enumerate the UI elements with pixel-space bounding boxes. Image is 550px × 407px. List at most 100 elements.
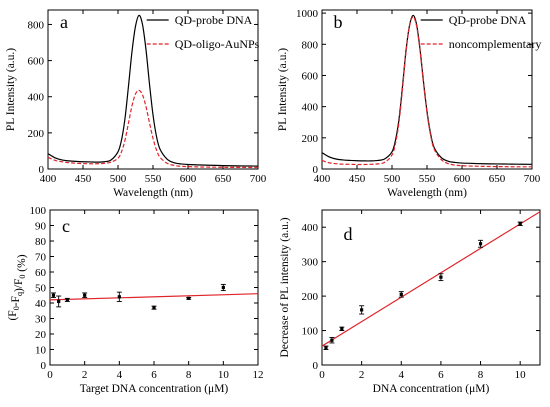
data-point [152, 306, 156, 310]
x-tick-label: 450 [349, 173, 366, 185]
series-line-0 [48, 14, 258, 167]
x-tick-label: 8 [186, 369, 192, 381]
x-tick-label: 6 [438, 369, 444, 381]
x-axis-label: Target DNA concentration (μM) [80, 383, 229, 395]
x-axis-label: DNA concentration (μM) [373, 383, 490, 395]
x-tick-label: 550 [145, 173, 162, 185]
x-tick-label: 8 [478, 369, 484, 381]
plot-frame [49, 209, 259, 366]
y-tick-label: 60 [35, 267, 47, 279]
data-point [187, 296, 191, 300]
x-tick-label: 650 [489, 173, 506, 185]
y-axis-label: PL Intensity (a.u.) [5, 48, 17, 131]
data-point [360, 308, 364, 312]
x-tick-label: 0 [47, 369, 53, 381]
plot-frame [321, 9, 533, 170]
y-tick-label: 600 [28, 56, 45, 68]
x-tick-label: 700 [250, 173, 267, 185]
data-point [324, 346, 328, 350]
series-line-1 [322, 16, 532, 168]
panel-a: 400 450 500 550 600 650 700 0 200 400 600 800 Wavele… [5, 9, 267, 199]
x-tick-label: 500 [110, 173, 127, 185]
x-axis-label: Wavelength (nm) [113, 187, 193, 199]
fit-line [50, 293, 258, 301]
x-tick-label: 0 [319, 369, 325, 381]
panel-label: a [60, 12, 68, 32]
x-tick-label: 600 [454, 173, 471, 185]
y-tick-label: 400 [28, 92, 45, 104]
x-tick-label: 500 [384, 173, 401, 185]
data-point [117, 295, 121, 299]
fit-line [322, 211, 540, 347]
y-tick-label: 400 [302, 102, 319, 114]
y-tick-label: 300 [302, 257, 319, 269]
y-tick-label: 0 [313, 360, 319, 372]
series-line-1 [48, 89, 258, 169]
y-tick-label: 0 [41, 360, 47, 372]
x-tick-label: 12 [253, 369, 264, 381]
y-axis-label: Decrease of PL intensity (a.u.) [279, 217, 291, 357]
data-layer [322, 14, 532, 168]
y-axis-label: PL Intensity (a.u.) [277, 48, 289, 131]
data-point [65, 298, 69, 302]
y-axis-label: (F0-Fq)/F0 (%) [7, 254, 28, 320]
y-tick-label: 0 [39, 164, 45, 176]
y-tick-label: 200 [302, 133, 319, 145]
y-tick-label: 70 [35, 252, 47, 264]
y-tick-label: 600 [302, 70, 319, 82]
data-layer [48, 14, 258, 169]
x-tick-label: 600 [180, 173, 197, 185]
x-tick-label: 400 [40, 173, 57, 185]
plot-frame [47, 9, 259, 170]
y-tick-label: 40 [35, 298, 47, 310]
y-tick-label: 20 [35, 329, 47, 341]
x-tick-label: 400 [314, 173, 331, 185]
panel-label: d [344, 224, 353, 244]
x-tick-label: 550 [419, 173, 436, 185]
data-point [399, 292, 403, 296]
data-point [439, 275, 443, 279]
data-layer [322, 211, 540, 350]
legend-label-0: QD-probe DNA [449, 13, 527, 27]
data-point [51, 293, 56, 297]
y-tick-label: 80 [35, 236, 47, 248]
x-tick-label: 2 [359, 369, 365, 381]
data-point [340, 327, 344, 331]
data-point [518, 222, 522, 226]
y-tick-label: 10 [35, 345, 47, 357]
x-tick-label: 6 [151, 369, 157, 381]
legend-label-1: noncomplementary [449, 37, 542, 51]
y-tick-label: 800 [28, 19, 45, 31]
x-tick-label: 700 [524, 173, 541, 185]
x-tick-label: 2 [82, 369, 88, 381]
data-point [57, 299, 61, 304]
data-point [83, 293, 87, 297]
y-tick-label: 90 [35, 221, 47, 233]
legend-label-1: QD-oligo-AuNPs [175, 37, 260, 51]
x-tick-label: 650 [215, 173, 232, 185]
x-tick-label: 450 [75, 173, 92, 185]
legend-label-0: QD-probe DNA [175, 13, 253, 27]
y-tick-label: 200 [302, 291, 319, 303]
y-tick-label: 100 [302, 326, 319, 338]
panel-b: 400 450 500 550 600 650 700 0 200 400 600 800 1000 Wa… [277, 8, 541, 199]
x-tick-label: 10 [515, 369, 527, 381]
x-tick-label: 10 [218, 369, 230, 381]
x-tick-label: 4 [399, 369, 405, 381]
y-tick-label: 0 [313, 164, 319, 176]
x-axis-label: Wavelength (nm) [387, 187, 467, 199]
y-tick-label: 200 [28, 128, 45, 140]
y-tick-label: 1000 [296, 8, 319, 20]
x-tick-label: 4 [117, 369, 123, 381]
y-tick-label: 30 [35, 314, 47, 326]
y-tick-label: 50 [35, 283, 47, 295]
panel-label: b [334, 12, 343, 32]
y-tick-label: 100 [30, 205, 47, 217]
data-point [330, 338, 334, 342]
data-layer [50, 283, 258, 310]
panel-label: c [62, 216, 70, 236]
y-tick-label: 400 [302, 222, 319, 234]
